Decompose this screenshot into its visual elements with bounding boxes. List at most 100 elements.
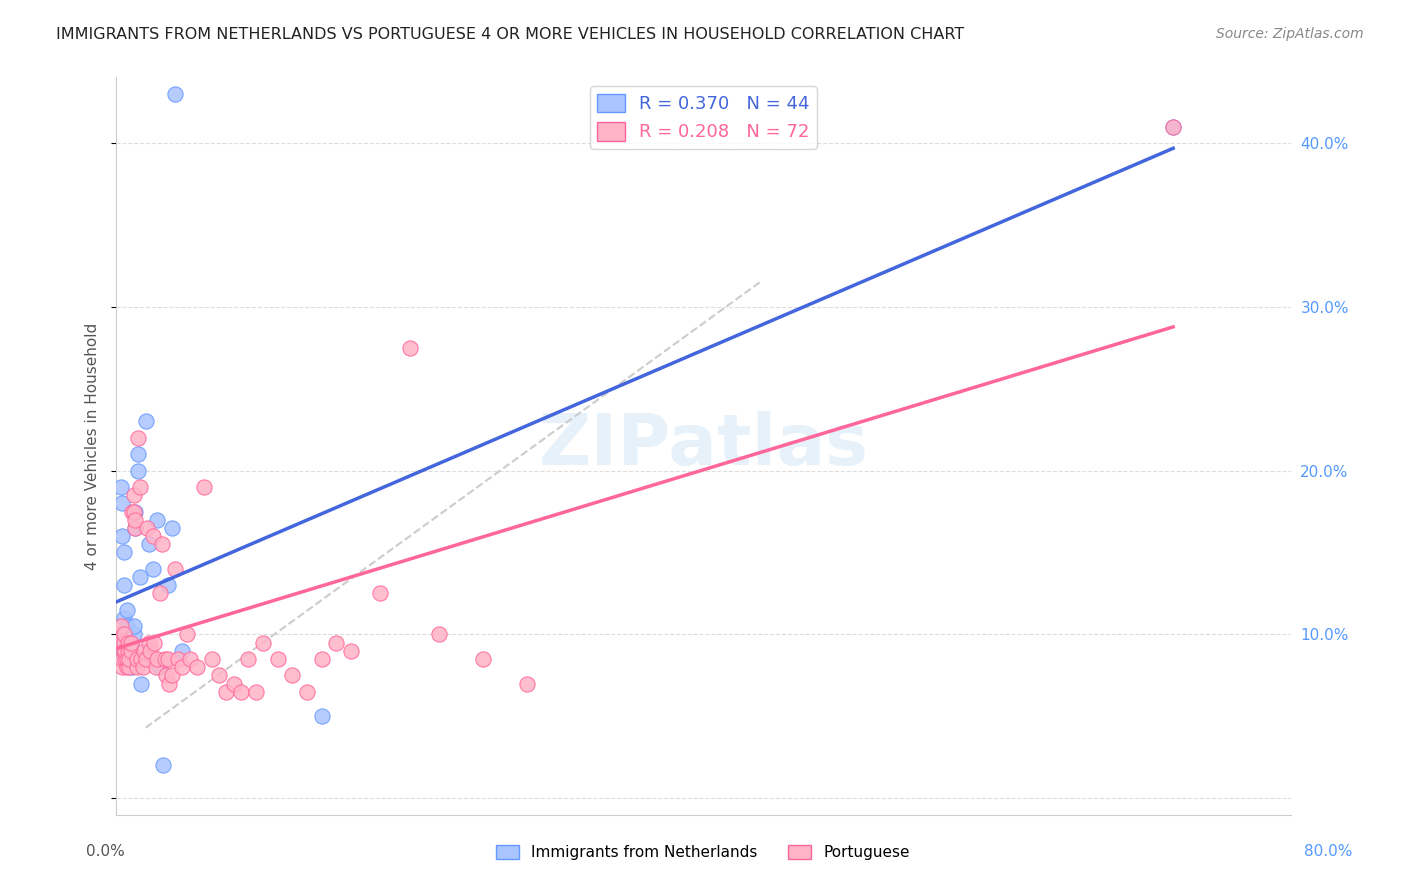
Point [127, 447, 149, 461]
Point [122, 619, 145, 633]
Point [112, 545, 135, 559]
Point [149, 586, 172, 600]
Point [125, 660, 148, 674]
Point [163, 562, 186, 576]
Point [118, 660, 141, 674]
Point [160, 521, 183, 535]
Point [149, 660, 172, 674]
Point [167, 652, 190, 666]
Point [122, 488, 145, 502]
Point [172, 644, 194, 658]
Point [193, 480, 215, 494]
Point [340, 644, 363, 658]
Point [118, 635, 141, 649]
Point [121, 660, 143, 674]
Text: IMMIGRANTS FROM NETHERLANDS VS PORTUGUESE 4 OR MORE VEHICLES IN HOUSEHOLD CORREL: IMMIGRANTS FROM NETHERLANDS VS PORTUGUES… [56, 27, 965, 42]
Point [1161, 120, 1184, 134]
Point [115, 660, 138, 674]
Point [295, 684, 318, 698]
Point [281, 668, 304, 682]
Point [135, 414, 157, 428]
Point [131, 660, 153, 674]
Point [108, 627, 131, 641]
Point [138, 635, 160, 649]
Text: ZIPatlas: ZIPatlas [538, 411, 869, 481]
Y-axis label: 4 or more Vehicles in Household: 4 or more Vehicles in Household [86, 322, 100, 570]
Point [172, 660, 194, 674]
Point [155, 668, 177, 682]
Point [245, 684, 267, 698]
Point [115, 635, 138, 649]
Point [115, 619, 138, 633]
Point [176, 627, 198, 641]
Point [121, 504, 143, 518]
Point [120, 652, 142, 666]
Point [118, 652, 141, 666]
Point [111, 529, 134, 543]
Point [152, 758, 174, 772]
Point [112, 644, 135, 658]
Point [108, 644, 131, 658]
Point [156, 652, 179, 666]
Point [117, 644, 139, 658]
Point [134, 644, 156, 658]
Point [427, 627, 450, 641]
Point [399, 341, 422, 355]
Point [215, 684, 238, 698]
Point [142, 529, 165, 543]
Point [186, 660, 208, 674]
Point [311, 709, 333, 723]
Point [120, 635, 142, 649]
Point [112, 635, 135, 649]
Point [179, 652, 201, 666]
Point [160, 668, 183, 682]
Point [127, 431, 149, 445]
Point [120, 644, 142, 658]
Point [111, 660, 134, 674]
Point [150, 537, 173, 551]
Point [129, 652, 152, 666]
Point [122, 627, 145, 641]
Text: 0.0%: 0.0% [86, 845, 125, 859]
Point [201, 652, 224, 666]
Point [110, 619, 132, 633]
Point [111, 652, 134, 666]
Point [114, 652, 136, 666]
Point [156, 578, 179, 592]
Point [229, 684, 252, 698]
Point [153, 652, 176, 666]
Point [117, 635, 139, 649]
Point [118, 652, 141, 666]
Point [129, 676, 152, 690]
Point [472, 652, 495, 666]
Point [222, 676, 245, 690]
Point [120, 644, 142, 658]
Point [112, 611, 135, 625]
Point [110, 635, 132, 649]
Point [146, 513, 169, 527]
Point [121, 652, 143, 666]
Point [146, 652, 169, 666]
Point [118, 644, 141, 658]
Point [124, 513, 146, 527]
Point [311, 652, 333, 666]
Point [128, 480, 150, 494]
Point [117, 635, 139, 649]
Point [112, 627, 135, 641]
Point [252, 635, 274, 649]
Point [157, 676, 180, 690]
Point [110, 480, 132, 494]
Point [1161, 120, 1184, 134]
Point [135, 652, 157, 666]
Point [111, 496, 134, 510]
Point [124, 521, 146, 535]
Point [127, 464, 149, 478]
Point [112, 578, 135, 592]
Point [163, 87, 186, 101]
Point [325, 635, 347, 649]
Point [267, 652, 290, 666]
Point [125, 652, 148, 666]
Point [370, 586, 392, 600]
Legend: R = 0.370   N = 44, R = 0.208   N = 72: R = 0.370 N = 44, R = 0.208 N = 72 [591, 87, 817, 149]
Point [114, 627, 136, 641]
